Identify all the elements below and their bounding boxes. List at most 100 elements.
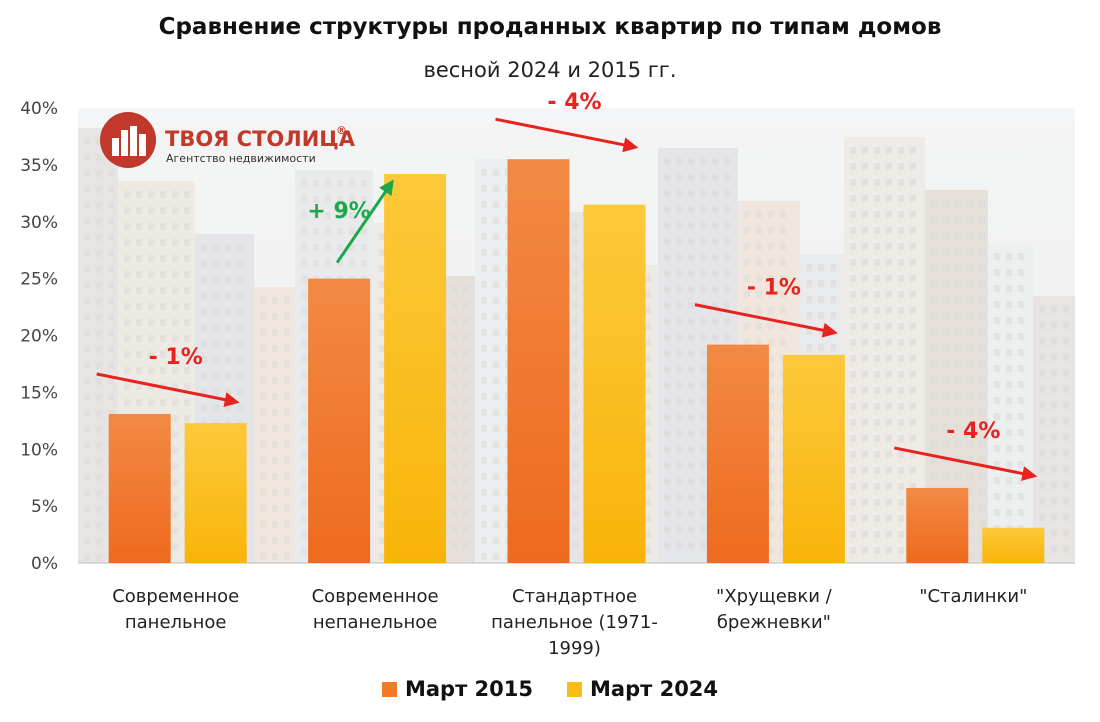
background-window xyxy=(260,505,266,512)
background-window xyxy=(284,553,290,560)
background-window xyxy=(898,339,904,346)
background-window xyxy=(1051,450,1057,457)
background-window xyxy=(84,554,90,561)
background-window xyxy=(379,281,385,288)
background-window xyxy=(572,270,578,277)
background-window xyxy=(1018,461,1024,468)
background-window xyxy=(84,250,90,257)
background-window xyxy=(1039,482,1045,489)
legend-swatch-2015 xyxy=(381,681,397,697)
change-label: - 4% xyxy=(946,419,1000,444)
background-window xyxy=(886,451,892,458)
background-window xyxy=(124,287,130,294)
background-window xyxy=(96,506,102,513)
background-window xyxy=(301,500,307,507)
background-window xyxy=(201,372,207,379)
background-window xyxy=(1039,306,1045,313)
background-window xyxy=(967,504,973,511)
background-window xyxy=(862,403,868,410)
background-window xyxy=(148,303,154,310)
background-window xyxy=(688,174,694,181)
bar-2024 xyxy=(982,527,1045,563)
background-window xyxy=(1051,306,1057,313)
background-window xyxy=(1006,333,1012,340)
background-window xyxy=(862,163,868,170)
background-window xyxy=(850,323,856,330)
background-window xyxy=(284,505,290,512)
background-window xyxy=(96,170,102,177)
background-window xyxy=(379,329,385,336)
background-window xyxy=(780,339,786,346)
background-window xyxy=(237,372,243,379)
background-window xyxy=(874,403,880,410)
background-window xyxy=(676,174,682,181)
background-window xyxy=(160,239,166,246)
background-window xyxy=(1018,365,1024,372)
background-window xyxy=(818,344,824,351)
background-window xyxy=(1063,546,1069,553)
background-window xyxy=(301,356,307,363)
background-window xyxy=(862,531,868,538)
background-window xyxy=(780,243,786,250)
background-window xyxy=(768,435,774,442)
background-window xyxy=(780,227,786,234)
background-window xyxy=(272,489,278,496)
background-window xyxy=(172,463,178,470)
background-window xyxy=(688,414,694,421)
background-window xyxy=(272,377,278,384)
background-window xyxy=(806,328,812,335)
background-window xyxy=(874,355,880,362)
background-window xyxy=(688,494,694,501)
background-window xyxy=(172,239,178,246)
background-window xyxy=(493,281,499,288)
background-window xyxy=(676,446,682,453)
background-window xyxy=(124,399,130,406)
background-window xyxy=(994,509,1000,516)
background-window xyxy=(184,191,190,198)
background-window xyxy=(862,211,868,218)
background-window xyxy=(862,515,868,522)
background-window xyxy=(979,328,985,335)
background-window xyxy=(172,431,178,438)
background-window xyxy=(160,319,166,326)
background-window xyxy=(780,323,786,330)
background-window xyxy=(136,319,142,326)
background-window xyxy=(780,291,786,298)
background-window xyxy=(493,233,499,240)
background-window xyxy=(1051,386,1057,393)
background-window xyxy=(1039,338,1045,345)
background-window xyxy=(481,185,487,192)
background-window xyxy=(688,398,694,405)
background-window xyxy=(862,275,868,282)
background-window xyxy=(84,282,90,289)
background-window xyxy=(994,413,1000,420)
bar-2015 xyxy=(108,413,171,563)
background-window xyxy=(688,302,694,309)
background-window xyxy=(481,345,487,352)
background-window xyxy=(337,260,343,267)
background-window xyxy=(1039,434,1045,441)
background-window xyxy=(213,340,219,347)
background-window xyxy=(910,323,916,330)
background-window xyxy=(136,271,142,278)
legend: Март 2015 Март 2024 xyxy=(0,677,1100,701)
background-window xyxy=(84,474,90,481)
background-window xyxy=(84,458,90,465)
background-window xyxy=(676,494,682,501)
background-window xyxy=(688,238,694,245)
background-window xyxy=(451,542,457,549)
background-window xyxy=(886,515,892,522)
background-window xyxy=(1006,413,1012,420)
background-window xyxy=(84,202,90,209)
background-window xyxy=(272,473,278,480)
background-window xyxy=(850,179,856,186)
background-window xyxy=(313,212,319,219)
background-window xyxy=(481,393,487,400)
background-window xyxy=(955,360,961,367)
background-window xyxy=(862,291,868,298)
background-window xyxy=(688,478,694,485)
background-window xyxy=(874,147,880,154)
background-window xyxy=(967,472,973,479)
background-window xyxy=(213,372,219,379)
background-window xyxy=(756,275,762,282)
